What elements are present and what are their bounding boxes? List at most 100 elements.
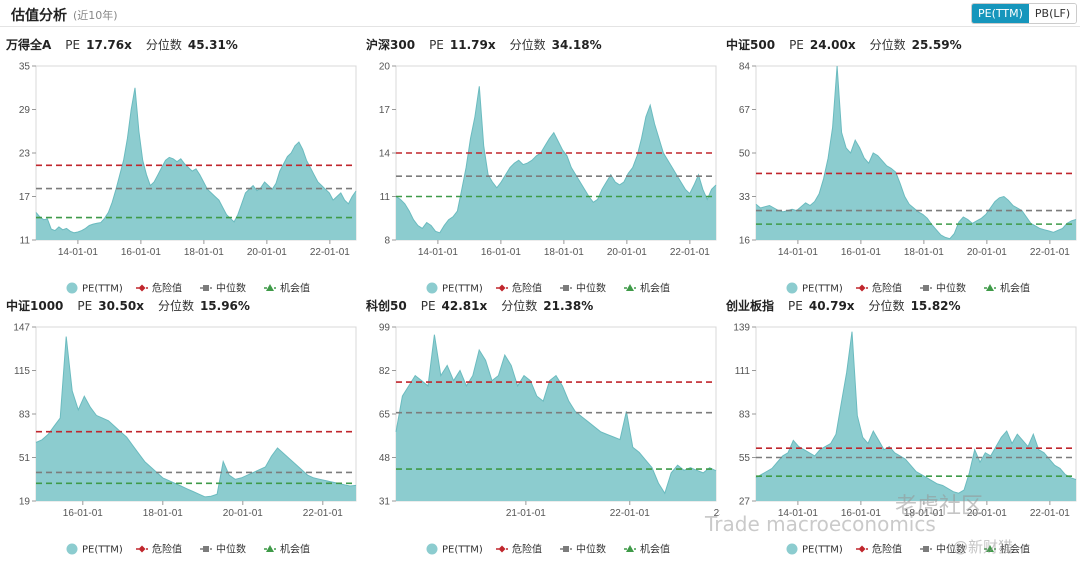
legend-danger[interactable]: 危险值: [496, 282, 542, 295]
legend-danger[interactable]: 危险值: [496, 543, 542, 556]
y-tick-label: 17: [19, 192, 31, 203]
pe-area-series: [756, 66, 1076, 240]
legend-square-icon: [563, 285, 569, 291]
legend-pe-ttm[interactable]: PE(TTM): [426, 543, 483, 556]
pe-value: 11.79x: [449, 38, 496, 52]
legend-opportunity[interactable]: 机会值: [264, 282, 310, 295]
pe-label: PE: [789, 38, 804, 52]
legend-pe-ttm[interactable]: PE(TTM): [786, 282, 843, 295]
legend-label: 中位数: [576, 543, 606, 556]
metric-toggle: PE(TTM) PB(LF): [971, 3, 1078, 24]
pe-line-series: [35, 87, 357, 234]
legend-median[interactable]: 中位数: [560, 543, 606, 556]
x-tick-label: 20-01-01: [607, 247, 647, 258]
legend-pe-ttm[interactable]: PE(TTM): [786, 543, 843, 556]
legend-label: PE(TTM): [442, 545, 483, 556]
pe-area-series: [756, 331, 1076, 501]
legend-label: PE(TTM): [802, 284, 843, 295]
legend-square-icon: [203, 546, 209, 552]
y-tick-label: 48: [379, 453, 391, 464]
legend-median[interactable]: 中位数: [920, 282, 966, 295]
panel-header: 万得全A PE 17.76x 分位数 45.31%: [6, 34, 238, 56]
y-tick-label: 111: [735, 366, 751, 377]
legend-pe-ttm[interactable]: PE(TTM): [66, 282, 123, 295]
legend-opportunity[interactable]: 机会值: [264, 543, 310, 556]
x-tick-label: 14-01-01: [418, 247, 458, 258]
x-tick-label: 16-01-01: [841, 508, 881, 519]
panel-header: 沪深300 PE 11.79x 分位数 34.18%: [366, 34, 602, 56]
legend-circle-icon: [426, 543, 438, 555]
legend-diamond-icon: [138, 545, 146, 553]
index-name: 中证500: [726, 38, 776, 52]
legend-label: 中位数: [576, 282, 606, 295]
legend-pe-ttm[interactable]: PE(TTM): [66, 543, 123, 556]
y-tick-label: 35: [19, 62, 31, 73]
legend-pe-ttm[interactable]: PE(TTM): [426, 282, 483, 295]
percentile-value: 15.96%: [199, 299, 250, 313]
y-tick-label: 84: [739, 62, 751, 73]
pe-value: 42.81x: [441, 299, 488, 313]
page-subtitle: (近10年): [73, 9, 118, 22]
legend-danger[interactable]: 危险值: [136, 543, 182, 556]
pe-chart: 8 11 14 17 20 14-01-01 16-01-01 18-01-01 20-01-0…: [379, 62, 717, 295]
index-name: 创业板指: [726, 299, 775, 313]
pe-line-series: [755, 331, 1077, 494]
legend-triangle-icon: [986, 284, 994, 291]
legend-median[interactable]: 中位数: [920, 543, 966, 556]
toggle-pe-ttm-button[interactable]: PE(TTM): [972, 4, 1029, 23]
legend-danger[interactable]: 危险值: [856, 282, 902, 295]
legend-median[interactable]: 中位数: [560, 282, 606, 295]
x-tick-label: 18-01-01: [143, 508, 183, 519]
legend-square-icon: [923, 546, 929, 552]
legend-square-icon: [203, 285, 209, 291]
x-tick-label: 22-01-01: [310, 247, 350, 258]
y-tick-label: 83: [19, 410, 31, 421]
pe-area-series: [36, 87, 356, 240]
legend-diamond-icon: [498, 545, 506, 553]
pe-label: PE: [420, 299, 436, 313]
pe-area-series: [396, 86, 716, 240]
percentile-value: 25.59%: [911, 38, 962, 52]
y-tick-label: 27: [739, 497, 751, 508]
toggle-pb-lf-button[interactable]: PB(LF): [1028, 4, 1077, 23]
valuation-panel: 科创50 PE 42.81x 分位数 21.38% 31 48 65 82 99 21-01-01 2…: [360, 295, 720, 563]
x-tick-label: 16-01-01: [481, 247, 521, 258]
legend-circle-icon: [66, 543, 78, 555]
legend-opportunity[interactable]: 机会值: [624, 543, 670, 556]
legend-median[interactable]: 中位数: [200, 543, 246, 556]
y-tick-label: 147: [13, 323, 30, 334]
y-tick-label: 23: [19, 149, 31, 160]
pe-chart: 19 51 83 115 147 16-01-01 18-01-01 20-01-01 22-0…: [13, 323, 357, 556]
y-tick-label: 16: [739, 236, 751, 247]
x-tick-label: 14-01-01: [778, 247, 818, 258]
legend-median[interactable]: 中位数: [200, 282, 246, 295]
x-tick-label: 20-01-01: [967, 508, 1007, 519]
x-tick-label: 20-01-01: [967, 247, 1007, 258]
percentile-label: 分位数: [157, 299, 194, 313]
pe-label: PE: [429, 38, 444, 52]
x-tick-label: 14-01-01: [778, 508, 818, 519]
y-tick-label: 29: [19, 105, 31, 116]
x-tick-label: 20-01-01: [223, 508, 263, 519]
legend-opportunity[interactable]: 机会值: [984, 543, 1030, 556]
legend-label: 危险值: [872, 282, 902, 295]
y-tick-label: 33: [739, 192, 751, 203]
legend-diamond-icon: [858, 284, 866, 292]
legend-square-icon: [563, 546, 569, 552]
x-tick-label: 18-01-01: [904, 247, 944, 258]
percentile-value: 34.18%: [551, 38, 602, 52]
legend-triangle-icon: [626, 545, 634, 552]
legend-opportunity[interactable]: 机会值: [624, 282, 670, 295]
valuation-panel: 万得全A PE 17.76x 分位数 45.31% 11 17 23 29 35 14-01-01 1…: [0, 34, 360, 302]
y-tick-label: 17: [379, 105, 391, 116]
legend-label: 机会值: [280, 543, 310, 556]
x-tick-label: 18-01-01: [904, 508, 944, 519]
legend-label: 机会值: [640, 282, 670, 295]
legend-label: PE(TTM): [82, 284, 123, 295]
legend-opportunity[interactable]: 机会值: [984, 282, 1030, 295]
y-tick-label: 55: [739, 453, 751, 464]
pe-label: PE: [788, 299, 803, 313]
legend-diamond-icon: [138, 284, 146, 292]
legend-danger[interactable]: 危险值: [136, 282, 182, 295]
legend-danger[interactable]: 危险值: [856, 543, 902, 556]
